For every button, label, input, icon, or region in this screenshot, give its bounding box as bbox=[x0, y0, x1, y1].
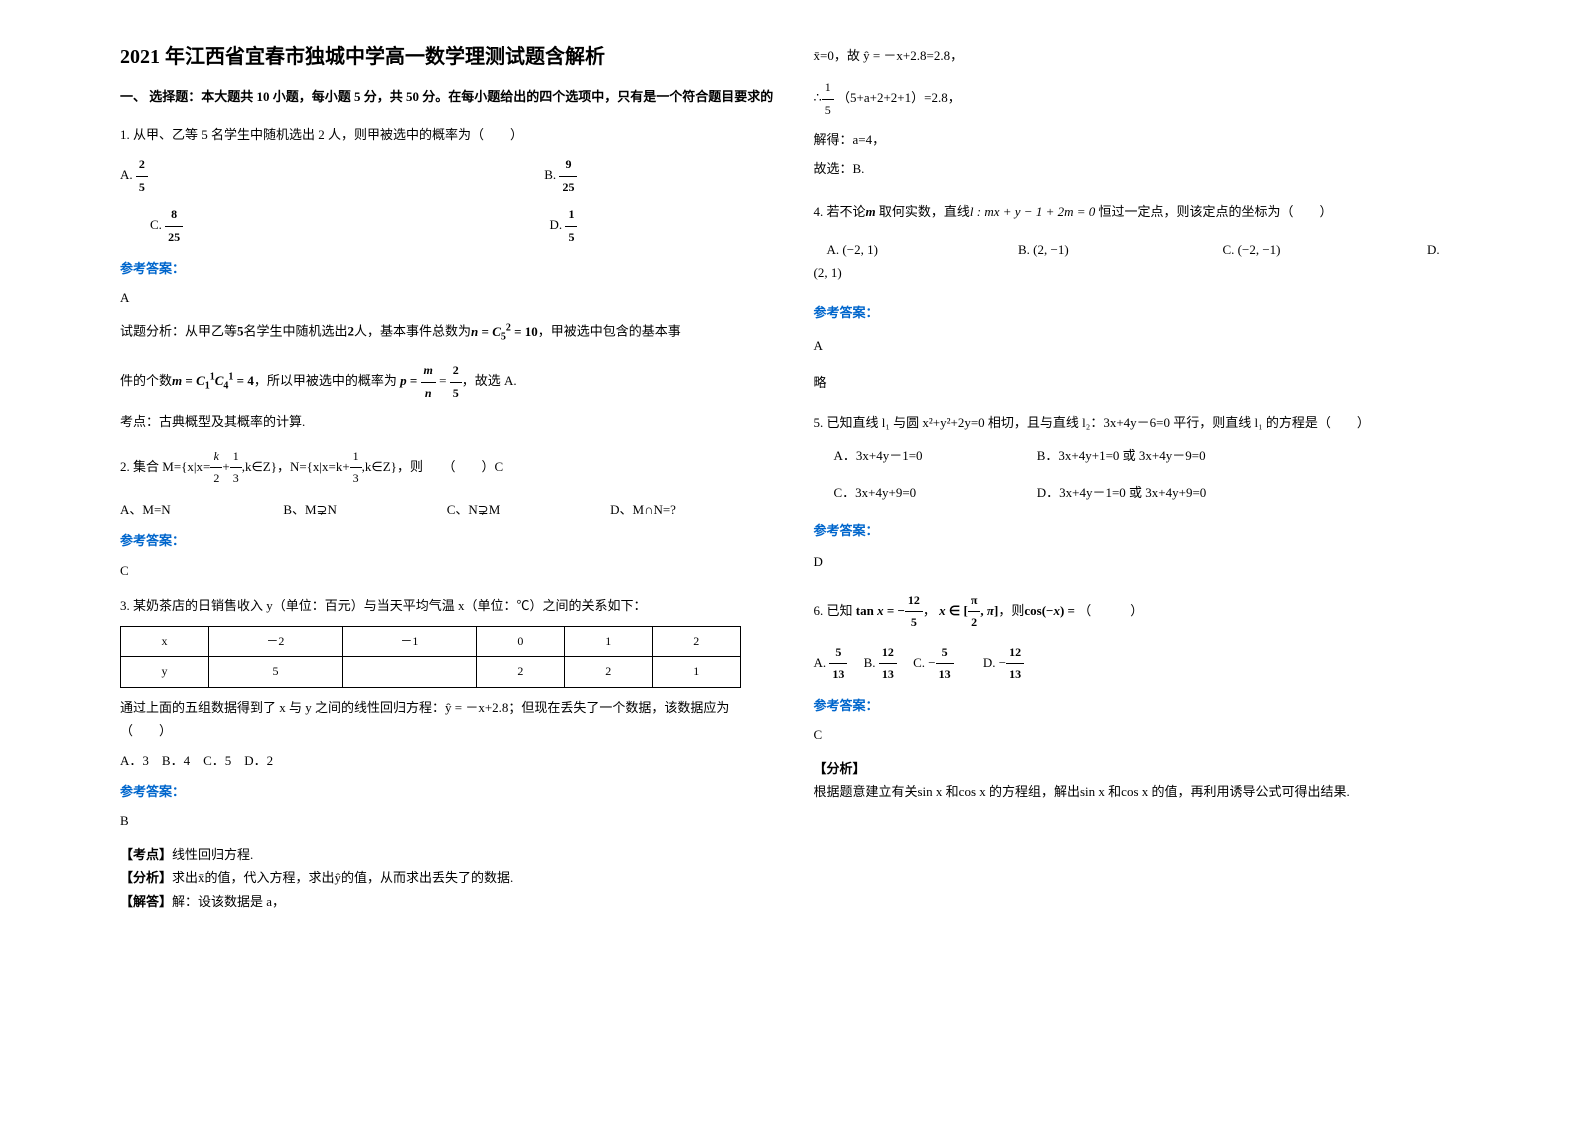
q2-option-b: B、M⊋N bbox=[283, 498, 446, 521]
q4-answer-label: 参考答案： bbox=[814, 301, 1468, 324]
q3-options: A．3 B．4 C．5 D．2 bbox=[120, 749, 774, 772]
section-header: 一、 选择题：本大题共 10 小题，每小题 5 分，共 50 分。在每小题给出的… bbox=[120, 87, 774, 108]
q3-sol3: 解得：a=4， bbox=[814, 128, 1468, 151]
question-3: 3. 某奶茶店的日销售收入 y（单位：百元）与当天平均气温 x（单位：℃）之间的… bbox=[120, 594, 774, 913]
q6-fenxi: 根据题意建立有关sin x 和cos x 的方程组，解出sin x 和cos x… bbox=[814, 780, 1468, 803]
q6-options: A. 513 B. 1213 C. −513 D. −1213 bbox=[814, 642, 1468, 686]
q3-sol4: 故选：B. bbox=[814, 157, 1468, 180]
q2-text: 2. 集合 M={x|x=k2+13,k∈Z}，N={x|x=k+13,k∈Z}… bbox=[120, 446, 774, 490]
q4-option-a: A. (−2, 1) bbox=[814, 238, 1019, 261]
page-title: 2021 年江西省宜春市独城中学高一数学理测试题含解析 bbox=[120, 40, 774, 69]
q1-answer: A bbox=[120, 286, 774, 309]
q5-answer-label: 参考答案： bbox=[814, 519, 1468, 542]
q4-answer: A bbox=[814, 334, 1468, 357]
q1-option-a: A. 25 bbox=[120, 154, 148, 198]
table-row: x －2 －1 0 1 2 bbox=[121, 626, 741, 657]
q4-text: 4. 若不论m 取何实数，直线l : mx + y − 1 + 2m = 0 恒… bbox=[814, 200, 1468, 223]
q1-option-d: D. 15 bbox=[550, 204, 578, 248]
q6-answer: C bbox=[814, 723, 1468, 746]
q5-options-row2: C．3x+4y+9=0 D．3x+4y－1=0 或 3x+4y+9=0 bbox=[834, 481, 1468, 504]
q6-fenxi-label: 【分析】 bbox=[814, 757, 1468, 780]
q5-option-d: D．3x+4y－1=0 或 3x+4y+9=0 bbox=[1037, 485, 1207, 500]
q1-option-b: B. 925 bbox=[544, 154, 577, 198]
q2-options: A、M=N B、M⊋N C、N⊋M D、M∩N=? bbox=[120, 498, 774, 521]
q4-option-c: C. (−2, −1) bbox=[1223, 238, 1428, 261]
q5-answer: D bbox=[814, 550, 1468, 573]
q6-text: 6. 已知 tan x = −125， x ∈ [π2, π]，则cos(−x)… bbox=[814, 590, 1468, 634]
q2-answer: C bbox=[120, 559, 774, 582]
question-1: 1. 从甲、乙等 5 名学生中随机选出 2 人，则甲被选中的概率为（ ） A. … bbox=[120, 123, 774, 434]
q1-answer-label: 参考答案： bbox=[120, 257, 774, 280]
table-row: y 5 2 2 1 bbox=[121, 657, 741, 688]
q3-answer: B bbox=[120, 809, 774, 832]
q1-analysis-1: 试题分析：从甲乙等5名学生中随机选出2人，基本事件总数为n = C52 = 10… bbox=[120, 319, 774, 346]
q1-text: 1. 从甲、乙等 5 名学生中随机选出 2 人，则甲被选中的概率为（ ） bbox=[120, 123, 774, 146]
q2-option-d: D、M∩N=? bbox=[610, 498, 773, 521]
q1-options-row1: A. 25 B. 925 bbox=[120, 154, 577, 198]
q2-option-a: A、M=N bbox=[120, 498, 283, 521]
q3-kaodian: 【考点】线性回归方程. bbox=[120, 843, 774, 866]
q1-kaodian: 考点：古典概型及其概率的计算. bbox=[120, 410, 774, 433]
right-column: x̄=0，故 ŷ = －x+2.8=2.8， ∴15 （5+a+2+2+1）=2… bbox=[794, 40, 1488, 1082]
question-6: 6. 已知 tan x = −125， x ∈ [π2, π]，则cos(−x)… bbox=[814, 590, 1468, 804]
q3-text2: 通过上面的五组数据得到了 x 与 y 之间的线性回归方程：ŷ = －x+2.8；… bbox=[120, 696, 774, 743]
q6-answer-label: 参考答案： bbox=[814, 694, 1468, 717]
question-4: 4. 若不论m 取何实数，直线l : mx + y − 1 + 2m = 0 恒… bbox=[814, 200, 1468, 394]
q4-options: A. (−2, 1) B. (2, −1) C. (−2, −1) D. bbox=[814, 238, 1468, 261]
q2-answer-label: 参考答案： bbox=[120, 529, 774, 552]
q2-option-c: C、N⊋M bbox=[447, 498, 610, 521]
q3-fenxi: 【分析】求出x̄的值，代入方程，求出ŷ的值，从而求出丢失了的数据. bbox=[120, 866, 774, 889]
q5-option-c: C．3x+4y+9=0 bbox=[834, 481, 1034, 504]
q4-option-d-val: (2, 1) bbox=[814, 261, 1468, 284]
q3-sol1: x̄=0，故 ŷ = －x+2.8=2.8， bbox=[814, 44, 1468, 67]
q3-jieda: 【解答】解：设该数据是 a， bbox=[120, 890, 774, 913]
q1-analysis-2: 件的个数m = C11C41 = 4，所以甲被选中的概率为 p = mn = 2… bbox=[120, 360, 774, 404]
q4-option-b: B. (2, −1) bbox=[1018, 238, 1223, 261]
q5-option-b: B．3x+4y+1=0 或 3x+4y－9=0 bbox=[1037, 448, 1206, 463]
left-column: 2021 年江西省宜春市独城中学高一数学理测试题含解析 一、 选择题：本大题共 … bbox=[100, 40, 794, 1082]
q5-text: 5. 已知直线 l₁ 与圆 x²+y²+2y=0 相切，且与直线 l₂：3x+4… bbox=[814, 411, 1468, 434]
question-2: 2. 集合 M={x|x=k2+13,k∈Z}，N={x|x=k+13,k∈Z}… bbox=[120, 446, 774, 582]
q5-options-row1: A．3x+4y－1=0 B．3x+4y+1=0 或 3x+4y－9=0 bbox=[834, 444, 1468, 467]
q3-solution-continued: x̄=0，故 ŷ = －x+2.8=2.8， ∴15 （5+a+2+2+1）=2… bbox=[814, 44, 1468, 180]
q3-table: x －2 －1 0 1 2 y 5 2 2 1 bbox=[120, 626, 741, 688]
q3-answer-label: 参考答案： bbox=[120, 780, 774, 803]
q3-text: 3. 某奶茶店的日销售收入 y（单位：百元）与当天平均气温 x（单位：℃）之间的… bbox=[120, 594, 774, 617]
q4-lue: 略 bbox=[814, 371, 1468, 394]
q1-option-c: C. 825 bbox=[150, 204, 183, 248]
q4-option-d-label: D. bbox=[1427, 238, 1467, 261]
q5-option-a: A．3x+4y－1=0 bbox=[834, 444, 1034, 467]
q3-sol2: ∴15 （5+a+2+2+1）=2.8， bbox=[814, 77, 1468, 121]
q1-options-row2: C. 825 D. 15 bbox=[120, 204, 577, 248]
question-5: 5. 已知直线 l₁ 与圆 x²+y²+2y=0 相切，且与直线 l₂：3x+4… bbox=[814, 411, 1468, 574]
